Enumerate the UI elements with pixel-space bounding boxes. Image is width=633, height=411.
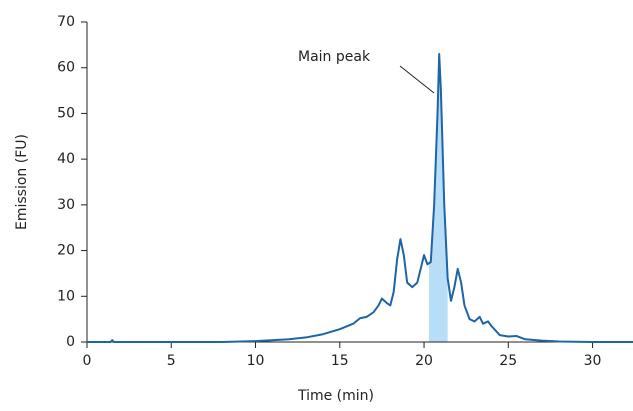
- highlight-area: [429, 54, 448, 342]
- y-tick-label: 20: [57, 243, 75, 259]
- y-tick-label: 70: [57, 14, 75, 30]
- x-tick-label: 30: [584, 353, 602, 369]
- y-tick-label: 60: [57, 60, 75, 76]
- x-tick-label: 20: [415, 353, 433, 369]
- x-tick-label: 10: [247, 353, 265, 369]
- y-tick-label: 10: [57, 288, 75, 304]
- y-axis-label: Emission (FU): [14, 134, 30, 230]
- y-tick-label: 30: [57, 197, 75, 213]
- y-tick-label: 50: [57, 105, 75, 121]
- y-tick-label: 0: [66, 334, 75, 350]
- x-tick-label: 25: [499, 353, 517, 369]
- x-tick-label: 5: [167, 353, 176, 369]
- y-tick-label: 40: [57, 151, 75, 167]
- annotation-leader: [399, 65, 435, 94]
- x-tick-label: 15: [331, 353, 349, 369]
- x-axis-label: Time (min): [297, 388, 374, 404]
- annotation: Main peak: [298, 49, 371, 65]
- x-tick-label: 0: [83, 353, 92, 369]
- series-line: [87, 53, 633, 343]
